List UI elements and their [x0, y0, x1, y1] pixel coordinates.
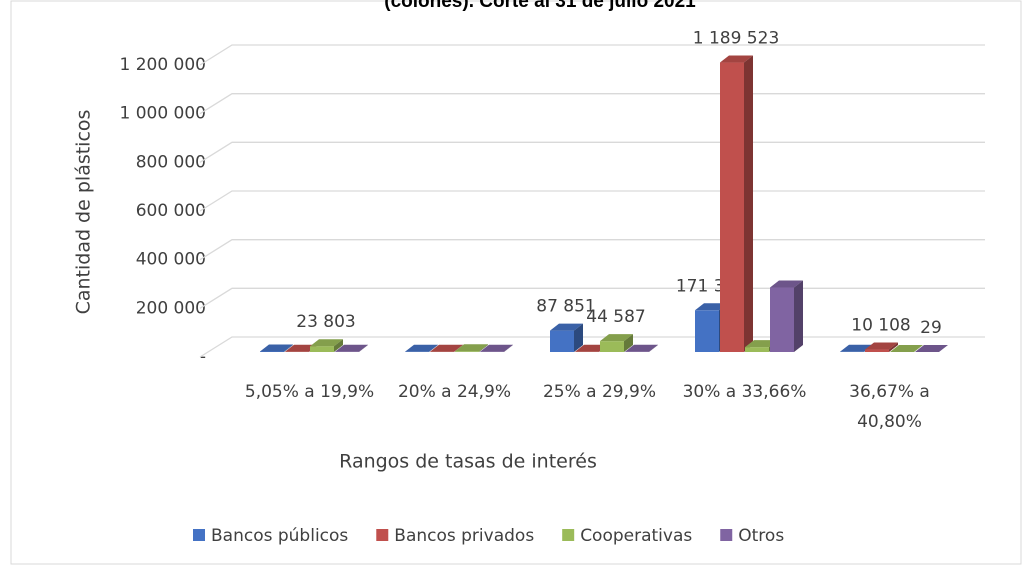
- x-tick-label-line: 36,67% a: [849, 382, 930, 402]
- bar: [430, 344, 463, 352]
- bar-side: [429, 344, 438, 352]
- data-label: 87 851: [536, 297, 595, 317]
- bar-top: [455, 344, 488, 352]
- y-tick-label: -: [200, 347, 206, 367]
- x-tick-label: 20% a 24,9%: [398, 382, 511, 402]
- bar-top: [285, 344, 318, 352]
- bar: [550, 323, 583, 352]
- bar-top: [480, 344, 513, 352]
- y-tick-label: 800 000: [136, 152, 206, 172]
- bar-top: [770, 280, 803, 288]
- bar-side: [504, 344, 513, 352]
- legend-label: Bancos públicos: [211, 526, 348, 546]
- bar-front: [720, 62, 744, 352]
- bar: [915, 344, 948, 352]
- bar-top: [915, 344, 948, 352]
- legend-swatch: [562, 529, 575, 541]
- bar-top: [260, 344, 293, 352]
- bar: [310, 339, 343, 352]
- bar-top: [550, 323, 583, 331]
- data-label: 44 587: [586, 307, 645, 327]
- y-tick-label: 1 000 000: [119, 104, 206, 124]
- bar-front: [695, 310, 719, 352]
- bar-side: [939, 344, 948, 352]
- legend-swatch: [193, 529, 205, 541]
- bar-front: [310, 346, 334, 352]
- bar-front: [745, 347, 769, 352]
- legend-label: Otros: [738, 526, 784, 546]
- legend-label: Bancos privados: [394, 526, 534, 546]
- legend-swatch: [720, 529, 733, 541]
- bar-side: [624, 334, 633, 352]
- y-tick-label: 400 000: [136, 250, 206, 270]
- bar-side: [334, 339, 343, 352]
- bar-side: [889, 342, 898, 352]
- legend-label: Cooperativas: [580, 526, 692, 546]
- bar-side: [794, 280, 803, 352]
- bar-side: [649, 344, 658, 352]
- y-tick-label: 1 200 000: [119, 55, 206, 75]
- bar: [455, 344, 488, 352]
- bar: [335, 344, 368, 352]
- y-axis-title: Cantidad de plásticos: [73, 110, 95, 315]
- bar-side: [284, 344, 293, 352]
- bar: [405, 344, 438, 352]
- x-tick-label: 30% a 33,66%: [683, 382, 807, 402]
- bar-side: [574, 323, 583, 352]
- bar-front: [770, 287, 794, 352]
- bar: [600, 334, 633, 352]
- bar-front: [600, 341, 624, 352]
- bar-top: [840, 344, 873, 352]
- x-tick-label: 5,05% a 19,9%: [245, 382, 374, 402]
- bar-side: [744, 55, 753, 352]
- data-label: 23 803: [296, 312, 355, 332]
- bar-top: [745, 340, 778, 348]
- x-tick-label: 25% a 29,9%: [543, 382, 656, 402]
- bar-top: [865, 342, 898, 350]
- bar: [770, 280, 803, 352]
- bar-side: [359, 344, 368, 352]
- data-label: 1 189 523: [693, 29, 780, 49]
- bar-top: [310, 339, 343, 347]
- bar-top: [600, 334, 633, 342]
- bar-top: [625, 344, 658, 352]
- y-tick-label: 600 000: [136, 201, 206, 221]
- chart-title: (colones). Corte al 31 de julio 2021: [384, 0, 696, 12]
- bar: [865, 342, 898, 352]
- bar-top: [430, 344, 463, 352]
- bar: [625, 344, 658, 352]
- bar-front: [455, 351, 479, 352]
- bar-side: [479, 344, 488, 352]
- x-axis-title: Rangos de tasas de interés: [339, 451, 597, 473]
- grid-line: [199, 44, 985, 66]
- bar-top: [575, 344, 608, 352]
- data-label: 29: [920, 318, 942, 338]
- bar: [480, 344, 513, 352]
- bar-top: [890, 345, 923, 352]
- bar: [890, 345, 923, 352]
- bar-top: [335, 344, 368, 352]
- bar-side: [454, 344, 463, 352]
- legend-swatch: [376, 529, 389, 541]
- y-tick-label: 200 000: [136, 298, 206, 318]
- bar: [720, 55, 753, 352]
- chart-border: [10, 0, 1022, 565]
- x-tick-label-line: 40,80%: [857, 412, 922, 432]
- bar-front: [865, 349, 889, 352]
- data-label: 10 108: [851, 316, 910, 336]
- bar-top: [720, 55, 753, 63]
- bar: [260, 344, 293, 352]
- bar-front: [550, 330, 574, 352]
- bar-top: [405, 344, 438, 352]
- x-tick-label: 36,67% a 40,80%: [849, 382, 930, 432]
- legend: Bancos públicos Bancos privados Cooperativ…: [193, 526, 784, 546]
- bar-top: [695, 303, 728, 311]
